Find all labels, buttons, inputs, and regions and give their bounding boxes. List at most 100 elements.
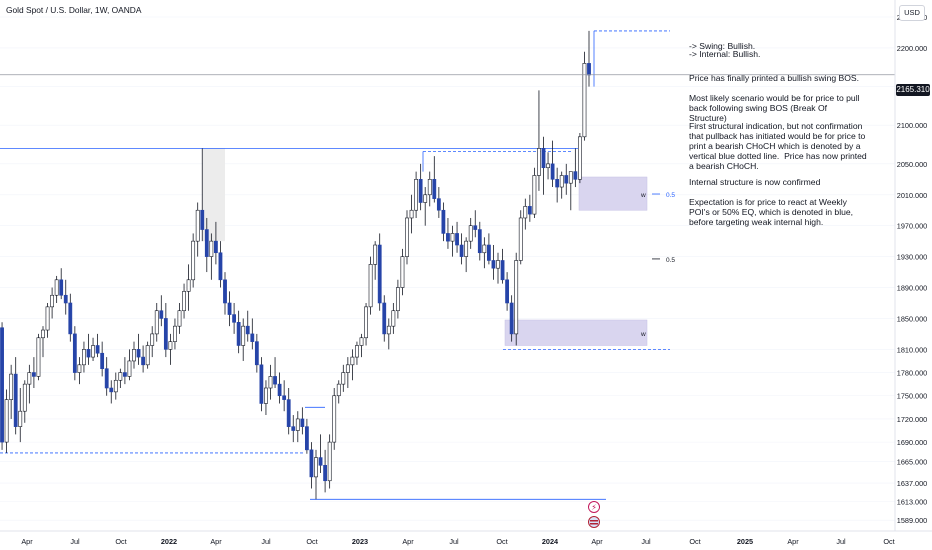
x-tick-label: Oct — [883, 537, 894, 546]
candle-body — [186, 279, 191, 292]
x-tick-label: Jul — [641, 537, 651, 546]
candle-body — [455, 233, 459, 246]
dividend-icon[interactable] — [588, 501, 600, 513]
candle-body — [4, 399, 9, 443]
candle-body — [568, 171, 573, 184]
candle-body — [159, 310, 164, 319]
candle-body — [300, 418, 305, 427]
candle-body — [373, 244, 378, 265]
candle-body — [386, 325, 391, 335]
candle-body — [68, 302, 73, 335]
candle-body — [72, 333, 77, 373]
candle-body — [145, 345, 150, 366]
symbol-title[interactable]: Gold Spot / U.S. Dollar, 1W, OANDA — [6, 5, 142, 15]
candle-body — [82, 349, 86, 366]
annotation-internal: -> Internal: Bullish. — [689, 49, 761, 59]
candle-body — [200, 209, 205, 230]
candle-body — [423, 194, 428, 203]
currency-button[interactable]: USD — [899, 5, 925, 21]
candle-body — [132, 349, 136, 362]
candle-body — [86, 349, 91, 358]
candle-body — [345, 364, 350, 373]
candle-body — [27, 372, 32, 385]
x-tick-label: Apr — [787, 537, 799, 546]
us-flag-stripe-icon — [590, 520, 598, 522]
candle-body — [232, 314, 237, 323]
candle-body — [473, 225, 478, 230]
candle-body — [468, 225, 473, 242]
us-flag-stripe-icon — [590, 523, 598, 525]
candle-body — [550, 163, 555, 180]
candle-body — [509, 302, 514, 335]
candle-body — [141, 356, 146, 366]
candle-body — [523, 206, 528, 219]
x-tick-label: Oct — [496, 537, 507, 546]
x-tick-label: Jul — [836, 537, 846, 546]
candle-body — [173, 325, 177, 342]
us-flag-icon[interactable] — [588, 516, 600, 528]
y-tick-label: 1780.000 — [897, 369, 927, 378]
events-icons[interactable]: ⚡ — [588, 501, 600, 528]
y-tick-label: 1970.000 — [897, 222, 927, 231]
x-tick-label: Oct — [689, 537, 700, 546]
y-tick-label: 1589.000 — [897, 516, 927, 525]
candle-body — [459, 244, 464, 257]
time-axis[interactable]: Apr Jul Oct 2022 Apr Jul Oct 2023 Apr Jul Oct 2024 A… — [21, 537, 894, 546]
candle-body — [177, 310, 182, 327]
candle-body — [573, 171, 578, 180]
candle-body — [127, 360, 132, 377]
x-tick-label: Jul — [449, 537, 459, 546]
poi-zones: ww — [203, 148, 648, 346]
y-tick-label: 1850.000 — [897, 314, 927, 323]
candle-body — [282, 395, 287, 400]
highlight-range — [203, 148, 225, 242]
x-tick-label: Jul — [70, 537, 80, 546]
candle-body — [95, 345, 100, 354]
candle-body — [41, 329, 45, 339]
candle-body — [436, 198, 441, 211]
candle-body — [318, 457, 323, 466]
candle-body — [514, 260, 519, 335]
candle-body — [395, 287, 400, 312]
candle-body — [405, 217, 409, 257]
y-tick-label: 1690.000 — [897, 438, 927, 447]
candles — [0, 30, 591, 500]
candle-body — [441, 209, 446, 234]
candle-body — [564, 175, 569, 184]
annotation-swing: -> Swing: Bullish. — [689, 41, 756, 51]
eq-label: 0.5 — [666, 257, 675, 264]
candle-body — [382, 302, 387, 335]
candle-body — [341, 372, 346, 385]
candle-body — [432, 179, 437, 199]
candle-body — [31, 372, 36, 377]
y-tick-label: 1613.000 — [897, 498, 927, 507]
candle-body — [163, 318, 168, 350]
candle-body — [577, 136, 582, 180]
candle-body — [123, 372, 127, 377]
candle-body — [409, 209, 414, 219]
candle-body — [250, 333, 255, 342]
candle-body — [368, 264, 373, 308]
candle-body — [259, 364, 264, 404]
candle-body — [109, 387, 114, 393]
candle-body — [491, 260, 496, 269]
candle-body — [477, 229, 482, 254]
candle-body — [268, 376, 273, 389]
candle-body — [364, 306, 368, 339]
candle-body — [191, 240, 196, 281]
candle-body — [537, 148, 541, 176]
candle-body — [168, 341, 173, 350]
candle-body — [241, 325, 246, 346]
candle-body — [377, 244, 382, 304]
candle-body — [555, 179, 560, 188]
candle-body — [532, 175, 537, 215]
x-tick-label: Apr — [21, 537, 33, 546]
candle-body — [400, 256, 405, 288]
candle-body — [496, 260, 500, 269]
y-tick-label: 1665.000 — [897, 457, 927, 466]
candle-body — [254, 341, 259, 366]
candle-body — [559, 175, 564, 188]
candle-body — [582, 63, 587, 138]
poi-label-lower: w — [640, 331, 646, 338]
